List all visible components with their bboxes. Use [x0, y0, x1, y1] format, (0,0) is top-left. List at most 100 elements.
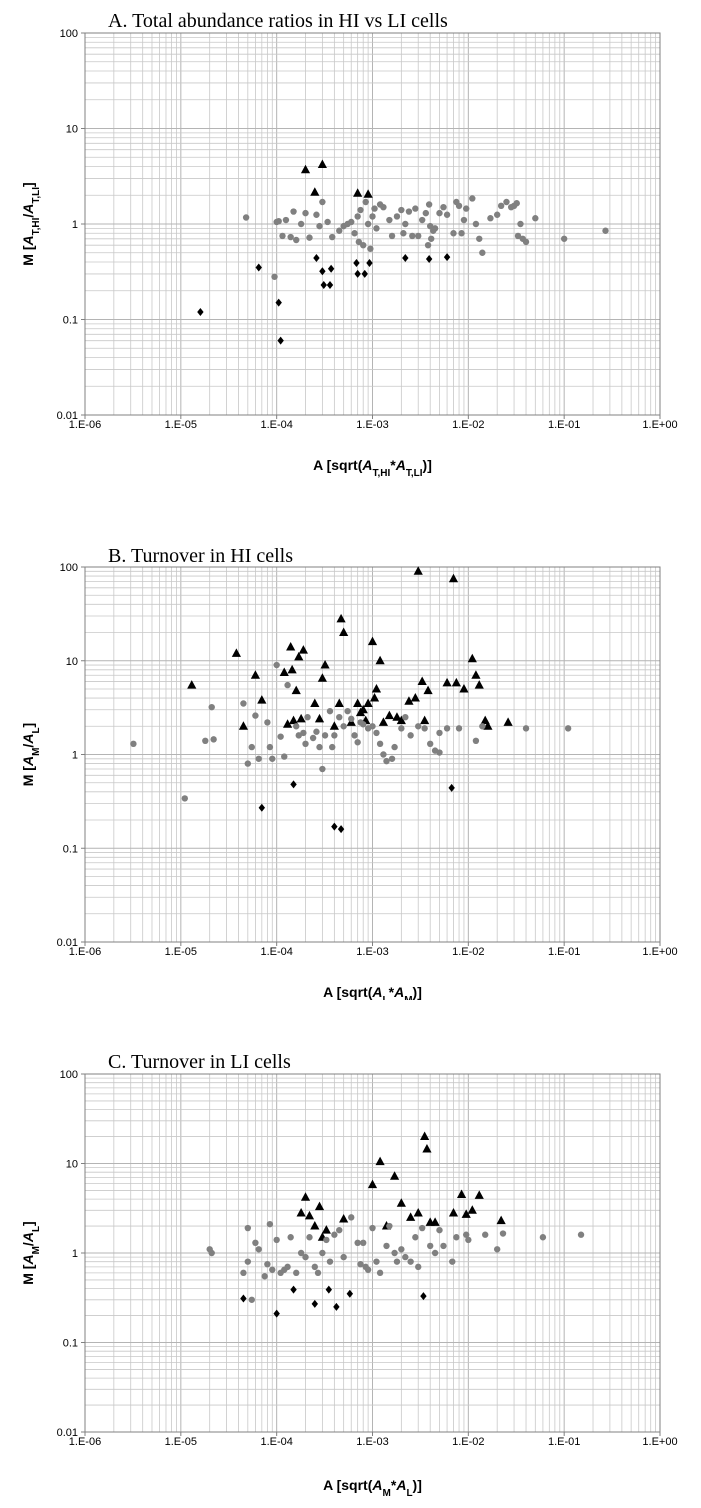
- data-point-circle: [269, 1266, 276, 1273]
- data-point-triangle: [286, 642, 296, 651]
- data-point-circle: [458, 230, 465, 237]
- data-point-triangle: [310, 698, 320, 707]
- data-point-diamond: [420, 1292, 427, 1301]
- data-point-circle: [499, 1230, 507, 1237]
- data-point-circle: [517, 220, 524, 228]
- x-tick-label: 1.E-02: [452, 419, 484, 431]
- data-point-triangle: [300, 1192, 311, 1201]
- data-point-circle: [354, 213, 361, 220]
- data-point-circle: [426, 1242, 434, 1250]
- x-tick-label: 1.E-04: [260, 1436, 292, 1448]
- data-point-triangle: [396, 715, 406, 725]
- chart-title: B. Turnover in HI cells: [108, 545, 293, 567]
- data-point-circle: [348, 715, 355, 723]
- x-tick-label: 1.E+00: [642, 946, 677, 958]
- data-point-triangle: [430, 1217, 440, 1226]
- data-point-triangle: [231, 648, 241, 657]
- data-point-circle: [271, 273, 278, 280]
- data-point-triangle: [456, 1189, 467, 1199]
- data-point-circle: [329, 233, 336, 241]
- data-point-circle: [324, 218, 331, 226]
- data-point-circle: [415, 1263, 422, 1271]
- data-point-circle: [316, 743, 323, 751]
- data-point-circle: [313, 211, 320, 218]
- data-point-circle: [393, 1258, 401, 1265]
- data-point-circle: [497, 202, 505, 210]
- data-point-circle: [297, 1249, 305, 1257]
- x-tick-label: 1.E-04: [260, 419, 292, 431]
- data-point-circle: [402, 1253, 409, 1261]
- data-point-triangle: [422, 1144, 432, 1153]
- data-point-circle: [409, 232, 416, 240]
- data-point-circle: [130, 740, 137, 748]
- data-point-circle: [210, 736, 217, 743]
- data-point-triangle: [329, 721, 339, 730]
- data-point-circle: [340, 1253, 347, 1261]
- data-point-circle: [424, 241, 432, 249]
- data-point-diamond: [277, 336, 284, 345]
- data-point-circle: [455, 202, 463, 210]
- data-point-circle: [383, 757, 390, 765]
- data-points: [206, 1131, 585, 1318]
- data-point-triangle: [442, 677, 452, 687]
- data-point-circle: [351, 230, 358, 237]
- data-point-circle: [412, 1234, 419, 1241]
- data-point-circle: [436, 209, 443, 217]
- data-point-circle: [426, 740, 434, 748]
- data-point-diamond: [354, 269, 361, 278]
- data-point-circle: [391, 743, 398, 751]
- data-point-diamond: [325, 1285, 333, 1294]
- data-point-triangle: [287, 664, 297, 674]
- data-point-circle: [281, 753, 288, 760]
- data-point-triangle: [314, 1201, 325, 1211]
- data-point-circle: [422, 209, 430, 217]
- data-point-circle: [493, 1246, 501, 1253]
- data-point-triangle: [413, 1207, 423, 1217]
- data-point-triangle: [448, 1207, 459, 1217]
- data-point-circle: [450, 230, 457, 237]
- x-tick-label: 1.E-05: [165, 946, 197, 958]
- data-point-triangle: [483, 721, 493, 730]
- data-point-circle: [513, 200, 520, 207]
- data-point-circle: [376, 740, 384, 748]
- data-point-circle: [311, 1263, 319, 1271]
- data-point-triangle: [417, 676, 427, 686]
- data-point-diamond: [337, 825, 345, 834]
- data-point-triangle: [296, 1207, 306, 1217]
- chart-title: C. Turnover in LI cells: [108, 1051, 291, 1073]
- data-point-circle: [405, 208, 413, 215]
- data-point-triangle: [279, 667, 289, 676]
- y-axis-label: M [AT,HI/AT,LI]: [20, 182, 42, 265]
- data-point-circle: [284, 681, 291, 689]
- data-point-triangle: [423, 685, 433, 695]
- data-point-triangle: [314, 713, 325, 723]
- data-point-triangle: [291, 685, 301, 695]
- data-point-circle: [357, 1260, 364, 1268]
- data-point-circle: [336, 713, 343, 721]
- data-point-circle: [380, 751, 387, 758]
- data-point-circle: [415, 232, 422, 240]
- data-point-circle: [487, 215, 494, 222]
- data-point-diamond: [240, 1294, 247, 1303]
- data-point-triangle: [371, 683, 382, 693]
- data-point-circle: [331, 1231, 338, 1238]
- data-point-circle: [269, 755, 276, 762]
- x-tick-label: 1.E-01: [548, 1436, 580, 1448]
- data-point-diamond: [258, 803, 266, 812]
- data-point-triangle: [300, 164, 311, 174]
- data-point-circle: [465, 1236, 472, 1244]
- data-point-circle: [388, 232, 396, 240]
- data-point-circle: [418, 216, 426, 224]
- data-point-circle: [415, 723, 422, 730]
- grid: [84, 33, 660, 416]
- y-tick-label: 10: [66, 124, 78, 136]
- data-point-circle: [564, 725, 572, 732]
- data-point-circle: [264, 1260, 271, 1268]
- data-point-diamond: [320, 280, 327, 289]
- data-point-triangle: [310, 187, 320, 196]
- data-point-diamond: [275, 298, 282, 307]
- chart-title: A. Total abundance ratios in HI vs LI ce…: [108, 10, 448, 32]
- data-point-circle: [306, 234, 313, 241]
- data-point-circle: [380, 203, 387, 211]
- data-point-circle: [304, 713, 311, 721]
